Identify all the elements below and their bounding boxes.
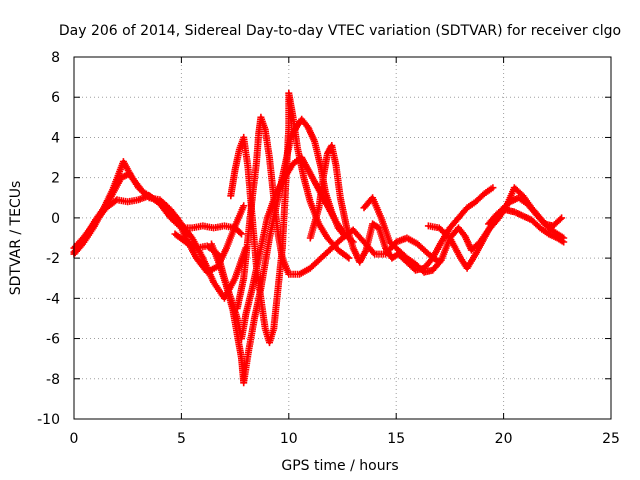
y-tick-label: 0 xyxy=(51,211,60,227)
y-tick-label: 6 xyxy=(51,90,60,106)
chart-title: Day 206 of 2014, Sidereal Day-to-day VTE… xyxy=(59,23,621,39)
x-tick-label: 10 xyxy=(280,431,298,447)
y-axis-label: SDTVAR / TECUs xyxy=(8,181,24,296)
y-tick-label: -4 xyxy=(46,291,60,307)
axis-ticks: 0 5 10 15 20 25 -10 -8 -6 -4 -2 0 2 4 6 8 xyxy=(37,50,620,447)
plot-frame xyxy=(73,56,612,420)
data-marks xyxy=(227,89,353,347)
x-tick-label: 15 xyxy=(387,431,405,447)
y-tick-label: -8 xyxy=(46,372,60,388)
series-sat-h xyxy=(306,142,497,274)
x-tick-label: 25 xyxy=(602,431,620,447)
data-marks xyxy=(70,192,245,252)
y-tick-label: 8 xyxy=(51,50,60,66)
y-tick-label: 4 xyxy=(51,130,60,146)
y-tick-label: -10 xyxy=(37,412,60,428)
series-sat-c xyxy=(70,192,245,252)
x-tick-label: 5 xyxy=(177,431,186,447)
x-tick-label: 20 xyxy=(495,431,513,447)
data-marks xyxy=(485,206,568,246)
series-sat-k xyxy=(485,206,568,246)
x-axis-label: GPS time / hours xyxy=(281,458,398,474)
x-tick-label: 0 xyxy=(70,431,79,447)
y-tick-label: 2 xyxy=(51,171,60,187)
y-tick-label: -6 xyxy=(46,332,60,348)
series-sat-f xyxy=(227,89,353,347)
data-layer xyxy=(70,89,568,387)
data-marks xyxy=(306,142,497,274)
y-tick-label: -2 xyxy=(46,251,60,267)
